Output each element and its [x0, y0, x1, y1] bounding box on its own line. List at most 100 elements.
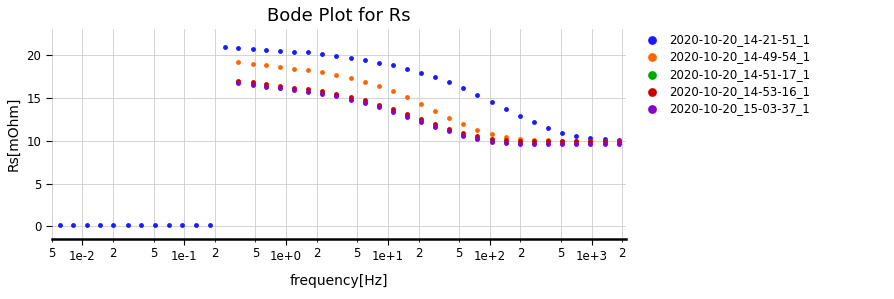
2020-10-20_15-03-37_1: [611, 142, 625, 147]
2020-10-20_14-49-54_1: [245, 61, 259, 66]
2020-10-20_14-51-17_1: [527, 141, 541, 146]
2020-10-20_14-53-16_1: [498, 138, 512, 143]
2020-10-20_14-53-16_1: [245, 80, 259, 85]
2020-10-20_14-21-51_1: [456, 86, 470, 91]
2020-10-20_14-21-51_1: [93, 223, 107, 228]
2020-10-20_14-49-54_1: [569, 138, 583, 143]
2020-10-20_14-51-17_1: [385, 108, 400, 113]
2020-10-20_15-03-37_1: [385, 109, 400, 114]
2020-10-20_14-53-16_1: [611, 138, 625, 143]
2020-10-20_14-21-51_1: [583, 136, 597, 141]
2020-10-20_14-21-51_1: [371, 60, 385, 65]
2020-10-20_14-53-16_1: [456, 131, 470, 135]
2020-10-20_14-21-51_1: [161, 223, 175, 228]
2020-10-20_14-51-17_1: [427, 124, 442, 129]
2020-10-20_14-53-16_1: [527, 138, 541, 143]
2020-10-20_15-03-37_1: [512, 141, 527, 146]
2020-10-20_15-03-37_1: [540, 142, 554, 147]
Legend: 2020-10-20_14-21-51_1, 2020-10-20_14-49-54_1, 2020-10-20_14-51-17_1, 2020-10-20_: 2020-10-20_14-21-51_1, 2020-10-20_14-49-…: [637, 31, 812, 117]
2020-10-20_14-21-51_1: [287, 49, 301, 54]
2020-10-20_15-03-37_1: [371, 105, 385, 110]
2020-10-20_14-51-17_1: [597, 141, 611, 146]
2020-10-20_14-21-51_1: [105, 223, 120, 228]
2020-10-20_14-49-54_1: [357, 79, 371, 84]
2020-10-20_14-21-51_1: [245, 47, 259, 51]
2020-10-20_14-49-54_1: [427, 108, 442, 113]
Y-axis label: Rs[mOhm]: Rs[mOhm]: [7, 97, 21, 171]
X-axis label: frequency[Hz]: frequency[Hz]: [290, 274, 388, 288]
2020-10-20_14-49-54_1: [315, 70, 329, 74]
2020-10-20_14-51-17_1: [300, 89, 315, 93]
2020-10-20_14-49-54_1: [231, 60, 245, 64]
2020-10-20_14-53-16_1: [371, 102, 385, 107]
2020-10-20_14-21-51_1: [329, 54, 343, 58]
2020-10-20_15-03-37_1: [554, 142, 569, 147]
2020-10-20_14-51-17_1: [442, 128, 456, 133]
2020-10-20_15-03-37_1: [357, 100, 371, 105]
2020-10-20_14-51-17_1: [540, 141, 554, 146]
2020-10-20_14-21-51_1: [442, 80, 456, 85]
2020-10-20_14-49-54_1: [300, 68, 315, 73]
2020-10-20_15-03-37_1: [569, 142, 583, 147]
2020-10-20_14-21-51_1: [189, 223, 203, 228]
2020-10-20_14-53-16_1: [554, 138, 569, 143]
2020-10-20_14-53-16_1: [259, 82, 274, 86]
2020-10-20_14-49-54_1: [597, 138, 611, 143]
2020-10-20_14-21-51_1: [80, 223, 94, 228]
2020-10-20_14-21-51_1: [203, 223, 217, 228]
2020-10-20_14-51-17_1: [357, 100, 371, 104]
2020-10-20_14-49-54_1: [329, 72, 343, 77]
2020-10-20_15-03-37_1: [343, 97, 358, 102]
2020-10-20_15-03-37_1: [287, 88, 301, 92]
2020-10-20_15-03-37_1: [231, 81, 245, 86]
2020-10-20_14-49-54_1: [442, 115, 456, 120]
2020-10-20_15-03-37_1: [427, 125, 442, 129]
2020-10-20_14-51-17_1: [611, 141, 625, 146]
2020-10-20_14-49-54_1: [385, 89, 400, 93]
2020-10-20_14-53-16_1: [484, 137, 498, 141]
2020-10-20_14-53-16_1: [385, 106, 400, 111]
2020-10-20_15-03-37_1: [527, 142, 541, 147]
2020-10-20_14-53-16_1: [300, 87, 315, 92]
2020-10-20_14-49-54_1: [540, 138, 554, 143]
2020-10-20_14-21-51_1: [498, 106, 512, 111]
2020-10-20_14-53-16_1: [413, 117, 427, 122]
2020-10-20_14-21-51_1: [53, 223, 67, 228]
2020-10-20_14-21-51_1: [427, 75, 442, 80]
2020-10-20_14-53-16_1: [273, 83, 287, 88]
2020-10-20_14-51-17_1: [245, 82, 259, 86]
2020-10-20_14-21-51_1: [273, 48, 287, 53]
2020-10-20_15-03-37_1: [315, 91, 329, 96]
2020-10-20_14-53-16_1: [343, 94, 358, 99]
2020-10-20_14-49-54_1: [484, 132, 498, 136]
2020-10-20_15-03-37_1: [245, 83, 259, 87]
2020-10-20_14-49-54_1: [273, 65, 287, 69]
2020-10-20_14-49-54_1: [413, 101, 427, 106]
2020-10-20_15-03-37_1: [583, 142, 597, 147]
2020-10-20_15-03-37_1: [300, 89, 315, 94]
2020-10-20_14-49-54_1: [371, 83, 385, 88]
2020-10-20_14-51-17_1: [287, 87, 301, 92]
2020-10-20_14-21-51_1: [148, 223, 163, 228]
2020-10-20_15-03-37_1: [259, 84, 274, 89]
2020-10-20_14-51-17_1: [315, 90, 329, 95]
2020-10-20_15-03-37_1: [456, 133, 470, 138]
2020-10-20_14-21-51_1: [484, 100, 498, 104]
2020-10-20_14-21-51_1: [121, 223, 135, 228]
2020-10-20_15-03-37_1: [597, 142, 611, 147]
2020-10-20_15-03-37_1: [329, 94, 343, 98]
2020-10-20_14-51-17_1: [554, 141, 569, 146]
2020-10-20_15-03-37_1: [484, 139, 498, 144]
2020-10-20_14-21-51_1: [512, 113, 527, 118]
2020-10-20_14-51-17_1: [512, 141, 527, 145]
2020-10-20_14-21-51_1: [554, 131, 569, 135]
2020-10-20_14-53-16_1: [597, 138, 611, 143]
2020-10-20_15-03-37_1: [273, 86, 287, 91]
2020-10-20_14-51-17_1: [569, 141, 583, 146]
2020-10-20_14-21-51_1: [569, 134, 583, 139]
2020-10-20_14-21-51_1: [597, 137, 611, 141]
2020-10-20_14-53-16_1: [469, 134, 484, 139]
2020-10-20_14-49-54_1: [583, 138, 597, 143]
2020-10-20_14-51-17_1: [371, 104, 385, 109]
2020-10-20_14-53-16_1: [399, 112, 413, 117]
